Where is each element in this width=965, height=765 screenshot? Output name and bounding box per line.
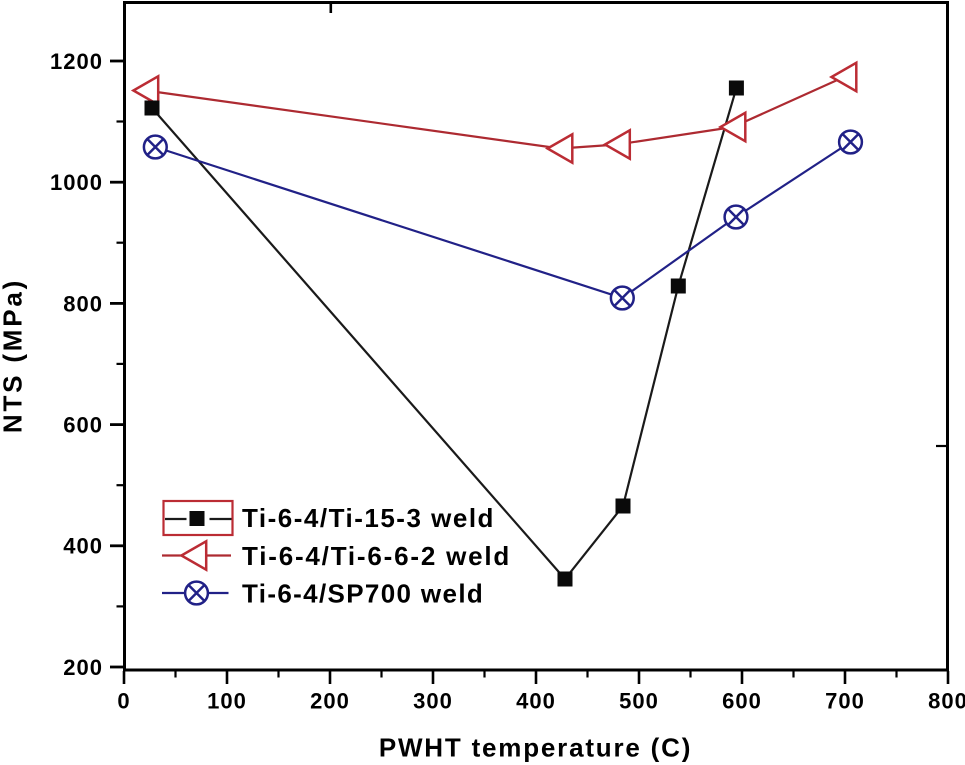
svg-text:PWHT temperature (C): PWHT temperature (C): [379, 733, 692, 763]
svg-text:Ti-6-4/Ti-6-6-2 weld: Ti-6-4/Ti-6-6-2 weld: [242, 541, 511, 571]
svg-text:400: 400: [63, 534, 103, 559]
svg-text:500: 500: [619, 689, 659, 714]
svg-text:700: 700: [825, 689, 865, 714]
svg-text:200: 200: [63, 655, 103, 680]
svg-text:600: 600: [63, 413, 103, 438]
svg-text:1200: 1200: [50, 49, 103, 74]
svg-text:Ti-6-4/Ti-15-3 weld: Ti-6-4/Ti-15-3 weld: [242, 503, 495, 533]
svg-text:300: 300: [413, 689, 453, 714]
svg-text:1000: 1000: [50, 170, 103, 195]
svg-text:NTS (MPa): NTS (MPa): [0, 278, 28, 433]
svg-text:800: 800: [63, 291, 103, 316]
svg-text:600: 600: [722, 689, 762, 714]
svg-text:200: 200: [310, 689, 350, 714]
svg-text:800: 800: [928, 689, 965, 714]
svg-text:400: 400: [516, 689, 556, 714]
svg-text:Ti-6-4/SP700 weld: Ti-6-4/SP700 weld: [242, 579, 484, 609]
svg-text:0: 0: [117, 689, 130, 714]
svg-text:100: 100: [207, 689, 247, 714]
